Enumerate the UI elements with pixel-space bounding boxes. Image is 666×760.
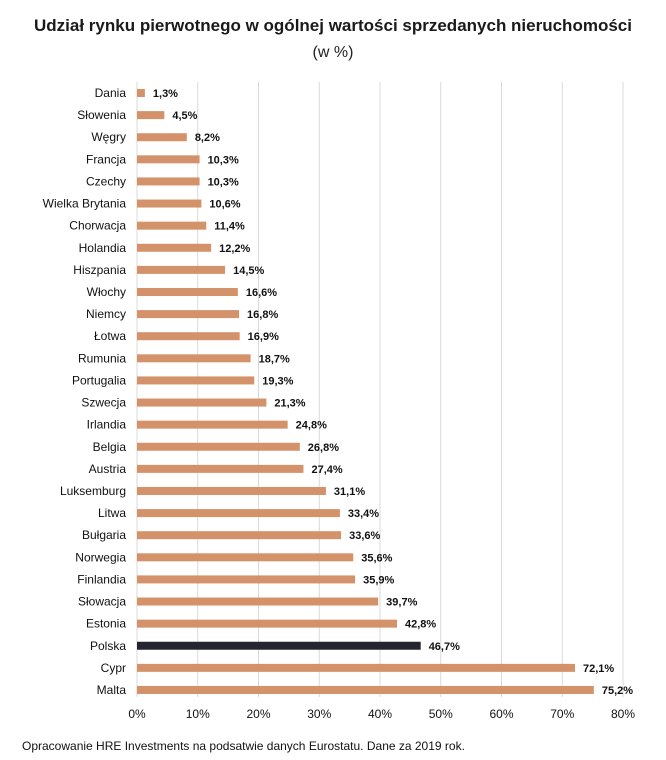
category-label: Francja (86, 152, 126, 166)
category-label: Belgia (93, 440, 127, 454)
value-label: 27,4% (311, 464, 342, 476)
bar-chorwacja (137, 221, 207, 230)
bar-bułgaria (137, 531, 342, 540)
value-label: 46,7% (429, 641, 460, 653)
value-label: 8,2% (195, 132, 220, 144)
value-label: 35,9% (363, 574, 394, 586)
category-label: Łotwa (94, 329, 126, 343)
value-label: 10,6% (209, 199, 240, 211)
value-label: 31,1% (334, 486, 365, 498)
bar-francja (137, 155, 200, 164)
bar-malta (137, 685, 594, 694)
category-label: Chorwacja (69, 219, 126, 233)
x-tick-label: 20% (246, 707, 270, 721)
value-label: 18,7% (259, 353, 290, 365)
x-tick-label: 80% (611, 707, 635, 721)
category-label: Czechy (86, 174, 126, 188)
category-label: Szwecja (81, 396, 126, 410)
bar-chart: 0% 10% 20% 30% 40% 50% 60% 70% 80% Dania 1,3% Słowe… (43, 82, 636, 721)
x-tick-label: 70% (550, 707, 574, 721)
value-label: 39,7% (386, 597, 417, 609)
value-label: 12,2% (219, 243, 250, 255)
bar-finlandia (137, 575, 356, 584)
bar-wielka-brytania (137, 199, 202, 208)
category-label: Malta (97, 683, 127, 697)
category-label: Hiszpania (73, 263, 126, 277)
value-label: 14,5% (233, 265, 264, 277)
value-label: 10,3% (208, 154, 239, 166)
value-label: 35,6% (361, 552, 392, 564)
category-label: Irlandia (87, 418, 127, 432)
value-label: 11,4% (214, 221, 245, 233)
value-label: 33,6% (349, 530, 380, 542)
category-label: Bułgaria (82, 528, 126, 542)
category-label: Portugalia (72, 373, 126, 387)
category-label: Luksemburg (60, 484, 126, 498)
category-label: Polska (90, 639, 126, 653)
value-label: 24,8% (296, 420, 327, 432)
value-label: 19,3% (262, 375, 293, 387)
category-label: Cypr (101, 661, 126, 675)
category-label: Norwegia (75, 550, 126, 564)
value-label: 16,6% (246, 287, 277, 299)
x-tick-label: 0% (128, 707, 146, 721)
bar-czechy (137, 177, 200, 186)
bar-łotwa (137, 332, 240, 341)
value-label: 33,4% (348, 508, 379, 520)
x-tick-label: 10% (186, 707, 210, 721)
bar-cypr (137, 663, 576, 672)
bar-belgia (137, 442, 300, 451)
bar-norwegia (137, 553, 354, 562)
x-tick-label: 60% (489, 707, 513, 721)
bar-estonia (137, 619, 398, 628)
value-label: 1,3% (153, 88, 178, 100)
bar-słowacja (137, 597, 379, 606)
x-tick-label: 50% (429, 707, 453, 721)
bar-niemcy (137, 310, 240, 319)
category-label: Wielka Brytania (43, 197, 127, 211)
bar-dania (137, 89, 145, 97)
value-label: 10,3% (208, 176, 239, 188)
category-label: Holandia (79, 241, 127, 255)
bar-słowenia (137, 111, 165, 120)
bar-polska (137, 641, 421, 650)
bar-litwa (137, 509, 340, 518)
bar-węgry (137, 133, 187, 142)
category-label: Estonia (86, 617, 126, 631)
value-label: 72,1% (583, 663, 614, 675)
category-label: Słowacja (78, 595, 126, 609)
category-label: Słowenia (77, 108, 126, 122)
chart-subtitle: (w %) (312, 44, 354, 61)
labels: 0% 10% 20% 30% 40% 50% 60% 70% 80% Dania 1,3% Słowe… (43, 86, 636, 721)
bar-włochy (137, 287, 238, 296)
category-label: Węgry (91, 130, 126, 144)
source-note: Opracowanie HRE Investments na podsatwie… (22, 739, 465, 753)
bars (137, 89, 594, 694)
value-label: 75,2% (602, 685, 633, 697)
bar-szwecja (137, 398, 267, 407)
chart-title: Udział rynku pierwotnego w ogólnej warto… (34, 16, 632, 35)
value-label: 42,8% (405, 619, 436, 631)
value-label: 16,8% (247, 309, 278, 321)
bar-holandia (137, 243, 212, 252)
bar-austria (137, 464, 304, 473)
bar-portugalia (137, 376, 255, 385)
category-label: Włochy (87, 285, 126, 299)
bar-rumunia (137, 354, 251, 363)
category-label: Dania (95, 86, 127, 100)
bar-hiszpania (137, 265, 226, 274)
value-label: 26,8% (308, 442, 339, 454)
category-label: Litwa (98, 506, 126, 520)
category-label: Rumunia (78, 351, 126, 365)
value-label: 16,9% (248, 331, 279, 343)
bar-irlandia (137, 420, 288, 429)
category-label: Niemcy (86, 307, 126, 321)
bar-luksemburg (137, 486, 326, 495)
category-label: Finlandia (77, 572, 126, 586)
x-tick-label: 30% (307, 707, 331, 721)
value-label: 21,3% (274, 398, 305, 410)
x-tick-label: 40% (368, 707, 392, 721)
value-label: 4,5% (172, 110, 197, 122)
category-label: Austria (89, 462, 127, 476)
